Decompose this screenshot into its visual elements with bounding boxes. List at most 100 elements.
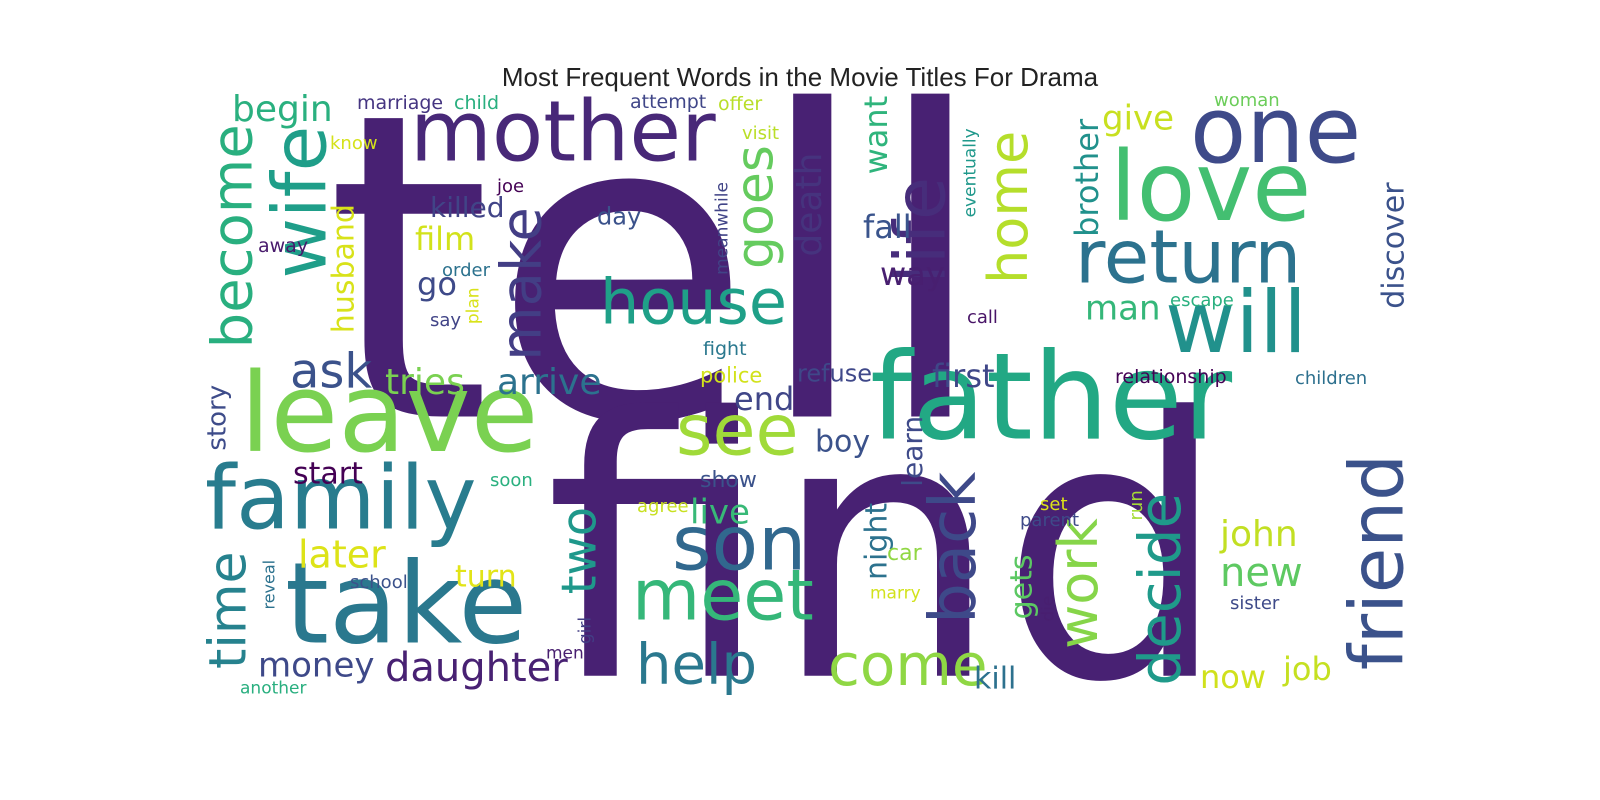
word-police: police [700, 363, 762, 387]
word-plan: plan [463, 287, 483, 324]
word-come: come [828, 631, 988, 699]
word-family: family [205, 447, 477, 550]
word-tries: tries [385, 362, 465, 403]
word-take: take [285, 539, 527, 669]
word-make: make [490, 207, 555, 361]
word-father: father [870, 329, 1233, 468]
word-end: end [734, 380, 794, 418]
word-set: set [1040, 494, 1068, 515]
word-meet: meet [632, 555, 814, 637]
word-men: men [546, 643, 584, 663]
word-see: see [676, 390, 799, 472]
word-visit: visit [742, 123, 779, 144]
word-one: one [1190, 77, 1361, 184]
word-money: money [258, 646, 375, 686]
word-know: know [330, 133, 378, 154]
word-john: john [1219, 514, 1298, 555]
word-parent: parent [1020, 510, 1079, 531]
word-another: another [240, 678, 306, 698]
word-film: film [415, 220, 475, 258]
word-two: two [551, 507, 607, 594]
word-help: help [636, 633, 757, 698]
word-way: way [880, 255, 945, 293]
word-goes: goes [726, 145, 786, 269]
word-live: live [690, 493, 750, 533]
word-sister: sister [1230, 593, 1280, 614]
word-joe: joe [496, 176, 524, 197]
word-refuse: refuse [797, 360, 872, 388]
word-learn: learn [896, 416, 929, 487]
word-leave: leave [240, 349, 538, 477]
word-fight: fight [703, 338, 747, 360]
word-job: job [1282, 650, 1332, 688]
word-find: find [545, 342, 1228, 761]
chart-title: Most Frequent Words in the Movie Titles … [501, 62, 1099, 92]
word-children: children [1295, 368, 1367, 389]
word-offer: offer [718, 93, 762, 115]
word-home: home [977, 131, 1040, 284]
word-eventually: eventually [960, 128, 980, 217]
word-reveal: reveal [259, 560, 278, 610]
word-mother: mother [410, 83, 716, 181]
word-soon: soon [490, 470, 533, 491]
word-now: now [1200, 658, 1266, 696]
word-friend: friend [1335, 454, 1421, 670]
word-escape: escape [1170, 290, 1234, 311]
word-marry: marry [870, 583, 921, 603]
word-wife: wife [258, 126, 344, 279]
word-school: school [350, 572, 408, 593]
word-first: first [932, 357, 995, 395]
word-away: away [258, 235, 308, 257]
word-kill: kill [974, 661, 1016, 696]
word-girl: girl [575, 617, 595, 644]
word-ask: ask [290, 343, 372, 399]
word-car: car [887, 541, 923, 566]
word-child: child [454, 92, 499, 114]
word-become: become [201, 124, 266, 348]
word-go: go [417, 265, 457, 303]
word-killed: killed [430, 191, 505, 224]
word-fall: fall [863, 208, 912, 246]
word-back: back [917, 472, 991, 624]
word-son: son [672, 498, 806, 587]
word-turn: turn [455, 559, 517, 594]
word-time: time [199, 551, 259, 668]
word-relationship: relationship [1115, 366, 1227, 388]
word-show: show [700, 468, 757, 493]
word-boy: boy [815, 424, 870, 459]
word-call: call [967, 307, 998, 328]
word-marriage: marriage [357, 92, 443, 114]
word-attempt: attempt [630, 91, 706, 113]
word-brother: brother [1068, 118, 1106, 237]
word-gets: gets [1004, 554, 1039, 619]
word-man: man [1085, 289, 1161, 329]
word-will: will [1165, 273, 1307, 373]
word-die: die [1038, 596, 1058, 622]
word-daughter: daughter [385, 645, 568, 691]
word-return: return [1075, 215, 1301, 301]
word-husband: husband [326, 204, 361, 333]
word-meanwhile: meanwhile [712, 182, 732, 275]
word-decide: decide [1126, 493, 1194, 686]
word-give: give [1102, 99, 1174, 139]
word-begin: begin [232, 89, 333, 130]
word-woman: woman [1214, 90, 1280, 111]
word-agree: agree [637, 496, 689, 517]
word-start: start [293, 456, 363, 491]
word-story: story [202, 385, 232, 451]
word-discover: discover [1376, 182, 1411, 309]
word-death: death [789, 153, 830, 257]
word-order: order [442, 260, 491, 281]
word-love: love [1110, 131, 1311, 243]
word-later: later [298, 533, 386, 577]
word-arrive: arrive [497, 362, 601, 403]
word-day: day [597, 203, 641, 231]
word-tell: tell [325, 24, 989, 518]
word-house: house [600, 265, 787, 338]
word-run: run [1126, 490, 1147, 520]
word-new: new [1220, 550, 1303, 596]
word-night: night [859, 503, 894, 580]
word-want: want [857, 96, 895, 175]
